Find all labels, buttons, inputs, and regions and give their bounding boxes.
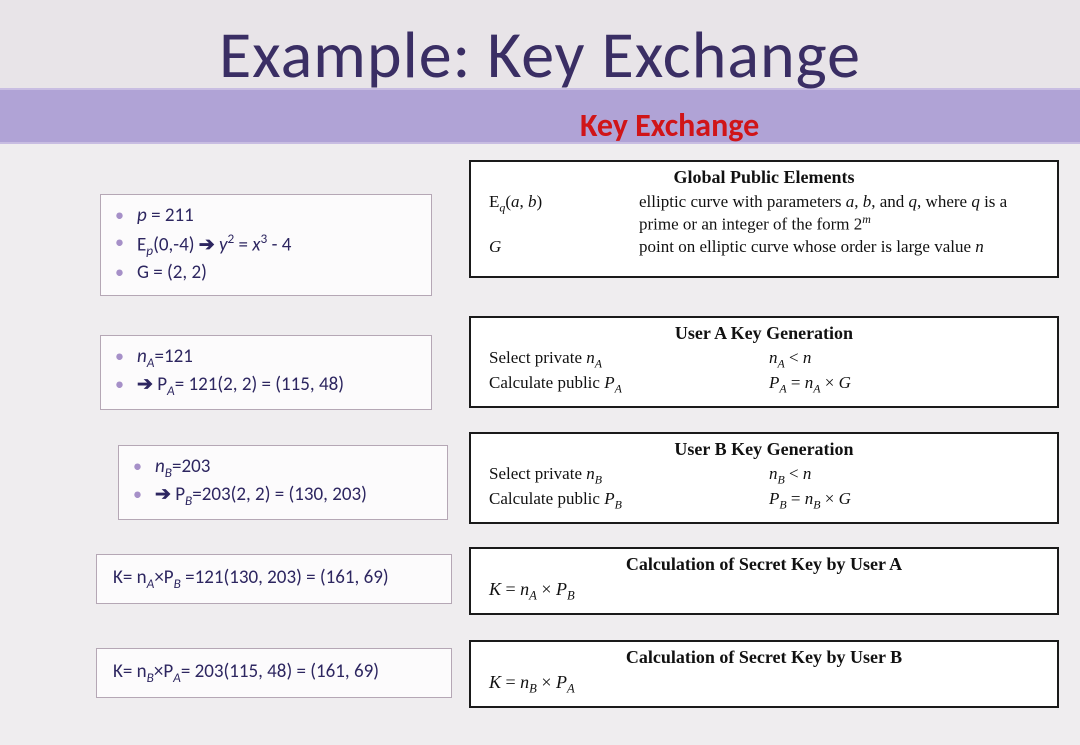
user-a-heading: User A Key Generation	[489, 323, 1039, 344]
calc-pb-label: Calculate public PB	[489, 489, 769, 512]
param-curve: Ep(0,-4) ➔ y2 = x3 - 4	[137, 230, 417, 261]
calc-pb-val: PB = nB × G	[769, 489, 1039, 512]
user-b-heading: User B Key Generation	[489, 439, 1039, 460]
right-box-user-a-keygen: User A Key Generation Select private nA …	[469, 316, 1059, 408]
left-box-key-b: K= nB×PA= 203(115, 48) = (161, 69)	[96, 648, 452, 698]
bullet-icon: •	[115, 203, 137, 228]
global-heading: Global Public Elements	[489, 167, 1039, 188]
select-nb-val: nB < n	[769, 464, 1039, 487]
secret-b-formula: K = nB × PA	[489, 672, 1039, 697]
nb-value: nB=203	[155, 454, 433, 482]
key-a-calc: K= nA×PB =121(130, 203) = (161, 69)	[113, 566, 389, 589]
header-band	[0, 88, 1080, 144]
left-box-key-a: K= nA×PB =121(130, 203) = (161, 69)	[96, 554, 452, 604]
bullet-icon: •	[115, 372, 137, 397]
right-box-global: Global Public Elements Eq(a, b) elliptic…	[469, 160, 1059, 278]
left-box-user-a: • nA=121 • ➔ PA= 121(2, 2) = (115, 48)	[100, 335, 432, 410]
slide-title: Example: Key Exchange	[0, 14, 1080, 95]
secret-a-heading: Calculation of Secret Key by User A	[489, 554, 1039, 575]
eq-label: Eq(a, b)	[489, 192, 639, 235]
select-na-label: Select private nA	[489, 348, 769, 371]
calc-pa-val: PA = nA × G	[769, 373, 1039, 396]
bullet-icon: •	[115, 230, 137, 255]
slide-subtitle: Key Exchange	[580, 106, 759, 145]
select-nb-label: Select private nB	[489, 464, 769, 487]
right-box-secret-a: Calculation of Secret Key by User A K = …	[469, 547, 1059, 615]
na-value: nA=121	[137, 344, 417, 372]
calc-pa-label: Calculate public PA	[489, 373, 769, 396]
right-box-secret-b: Calculation of Secret Key by User B K = …	[469, 640, 1059, 708]
left-box-params: • p = 211 • Ep(0,-4) ➔ y2 = x3 - 4 • G =…	[100, 194, 432, 296]
param-g: G = (2, 2)	[137, 260, 417, 287]
bullet-icon: •	[133, 454, 155, 479]
eq-desc: elliptic curve with parameters a, b, and…	[639, 192, 1039, 235]
param-p: p = 211	[137, 203, 417, 230]
bullet-icon: •	[133, 482, 155, 507]
bullet-icon: •	[115, 260, 137, 285]
left-box-user-b: • nB=203 • ➔ PB=203(2, 2) = (130, 203)	[118, 445, 448, 520]
g-desc: point on elliptic curve whose order is l…	[639, 237, 1039, 257]
right-box-user-b-keygen: User B Key Generation Select private nB …	[469, 432, 1059, 524]
secret-b-heading: Calculation of Secret Key by User B	[489, 647, 1039, 668]
g-label: G	[489, 237, 639, 257]
bullet-icon: •	[115, 344, 137, 369]
pa-calc: ➔ PA= 121(2, 2) = (115, 48)	[137, 372, 417, 400]
secret-a-formula: K = nA × PB	[489, 579, 1039, 604]
pb-calc: ➔ PB=203(2, 2) = (130, 203)	[155, 482, 433, 510]
select-na-val: nA < n	[769, 348, 1039, 371]
key-b-calc: K= nB×PA= 203(115, 48) = (161, 69)	[113, 660, 379, 683]
